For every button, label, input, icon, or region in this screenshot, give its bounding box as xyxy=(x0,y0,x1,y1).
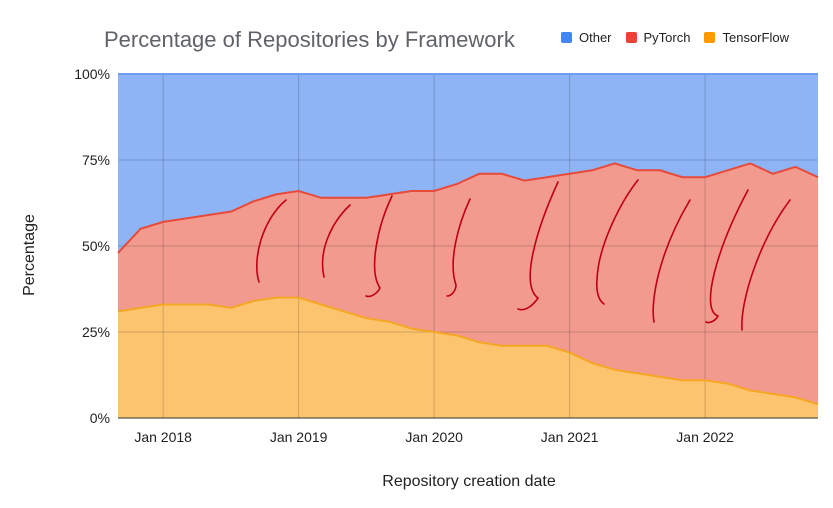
legend-label-pytorch: PyTorch xyxy=(643,30,691,45)
area-pytorch xyxy=(118,163,818,405)
y-tick-label: 25% xyxy=(82,324,110,340)
annotation-pen-stroke xyxy=(595,179,639,305)
legend-swatch-pytorch xyxy=(625,32,637,43)
legend-item-tensorflow[interactable]: TensorFlow xyxy=(704,30,789,45)
chart-title: Percentage of Repositories by Framework xyxy=(104,27,515,52)
area-other xyxy=(118,74,818,253)
area-tensorflow xyxy=(118,297,818,418)
legend-swatch-tensorflow xyxy=(704,32,716,43)
legend: Other PyTorch TensorFlow xyxy=(561,30,789,45)
annotation-pen-stroke xyxy=(741,199,791,331)
annotation-pen-stroke xyxy=(365,195,393,298)
legend-item-other[interactable]: Other xyxy=(561,30,612,45)
legend-label-other: Other xyxy=(579,30,612,45)
x-tick-label: Jan 2021 xyxy=(541,429,599,445)
annotation-pen-stroke xyxy=(652,199,691,323)
annotation-pen-stroke xyxy=(446,198,471,297)
line-pytorch xyxy=(117,162,819,254)
y-tick-label: 0% xyxy=(90,410,110,426)
annotation-pen-stroke xyxy=(256,199,287,283)
x-tick-label: Jan 2019 xyxy=(270,429,328,445)
line-tensorflow xyxy=(117,296,819,406)
y-tick-label: 50% xyxy=(82,238,110,254)
legend-swatch-other xyxy=(561,32,572,43)
legend-label-tensorflow: TensorFlow xyxy=(722,30,789,45)
x-tick-label: Jan 2022 xyxy=(676,429,734,445)
x-tick-label: Jan 2020 xyxy=(405,429,463,445)
x-tick-label: Jan 2018 xyxy=(134,429,192,445)
y-tick-label: 75% xyxy=(82,152,110,168)
annotation-pen-stroke xyxy=(517,181,559,311)
y-tick-label: 100% xyxy=(74,66,110,82)
x-axis-label: Repository creation date xyxy=(382,473,556,490)
legend-item-pytorch[interactable]: PyTorch xyxy=(625,30,691,45)
annotation-pen-stroke xyxy=(321,204,351,278)
annotation-pen-stroke xyxy=(705,189,749,324)
